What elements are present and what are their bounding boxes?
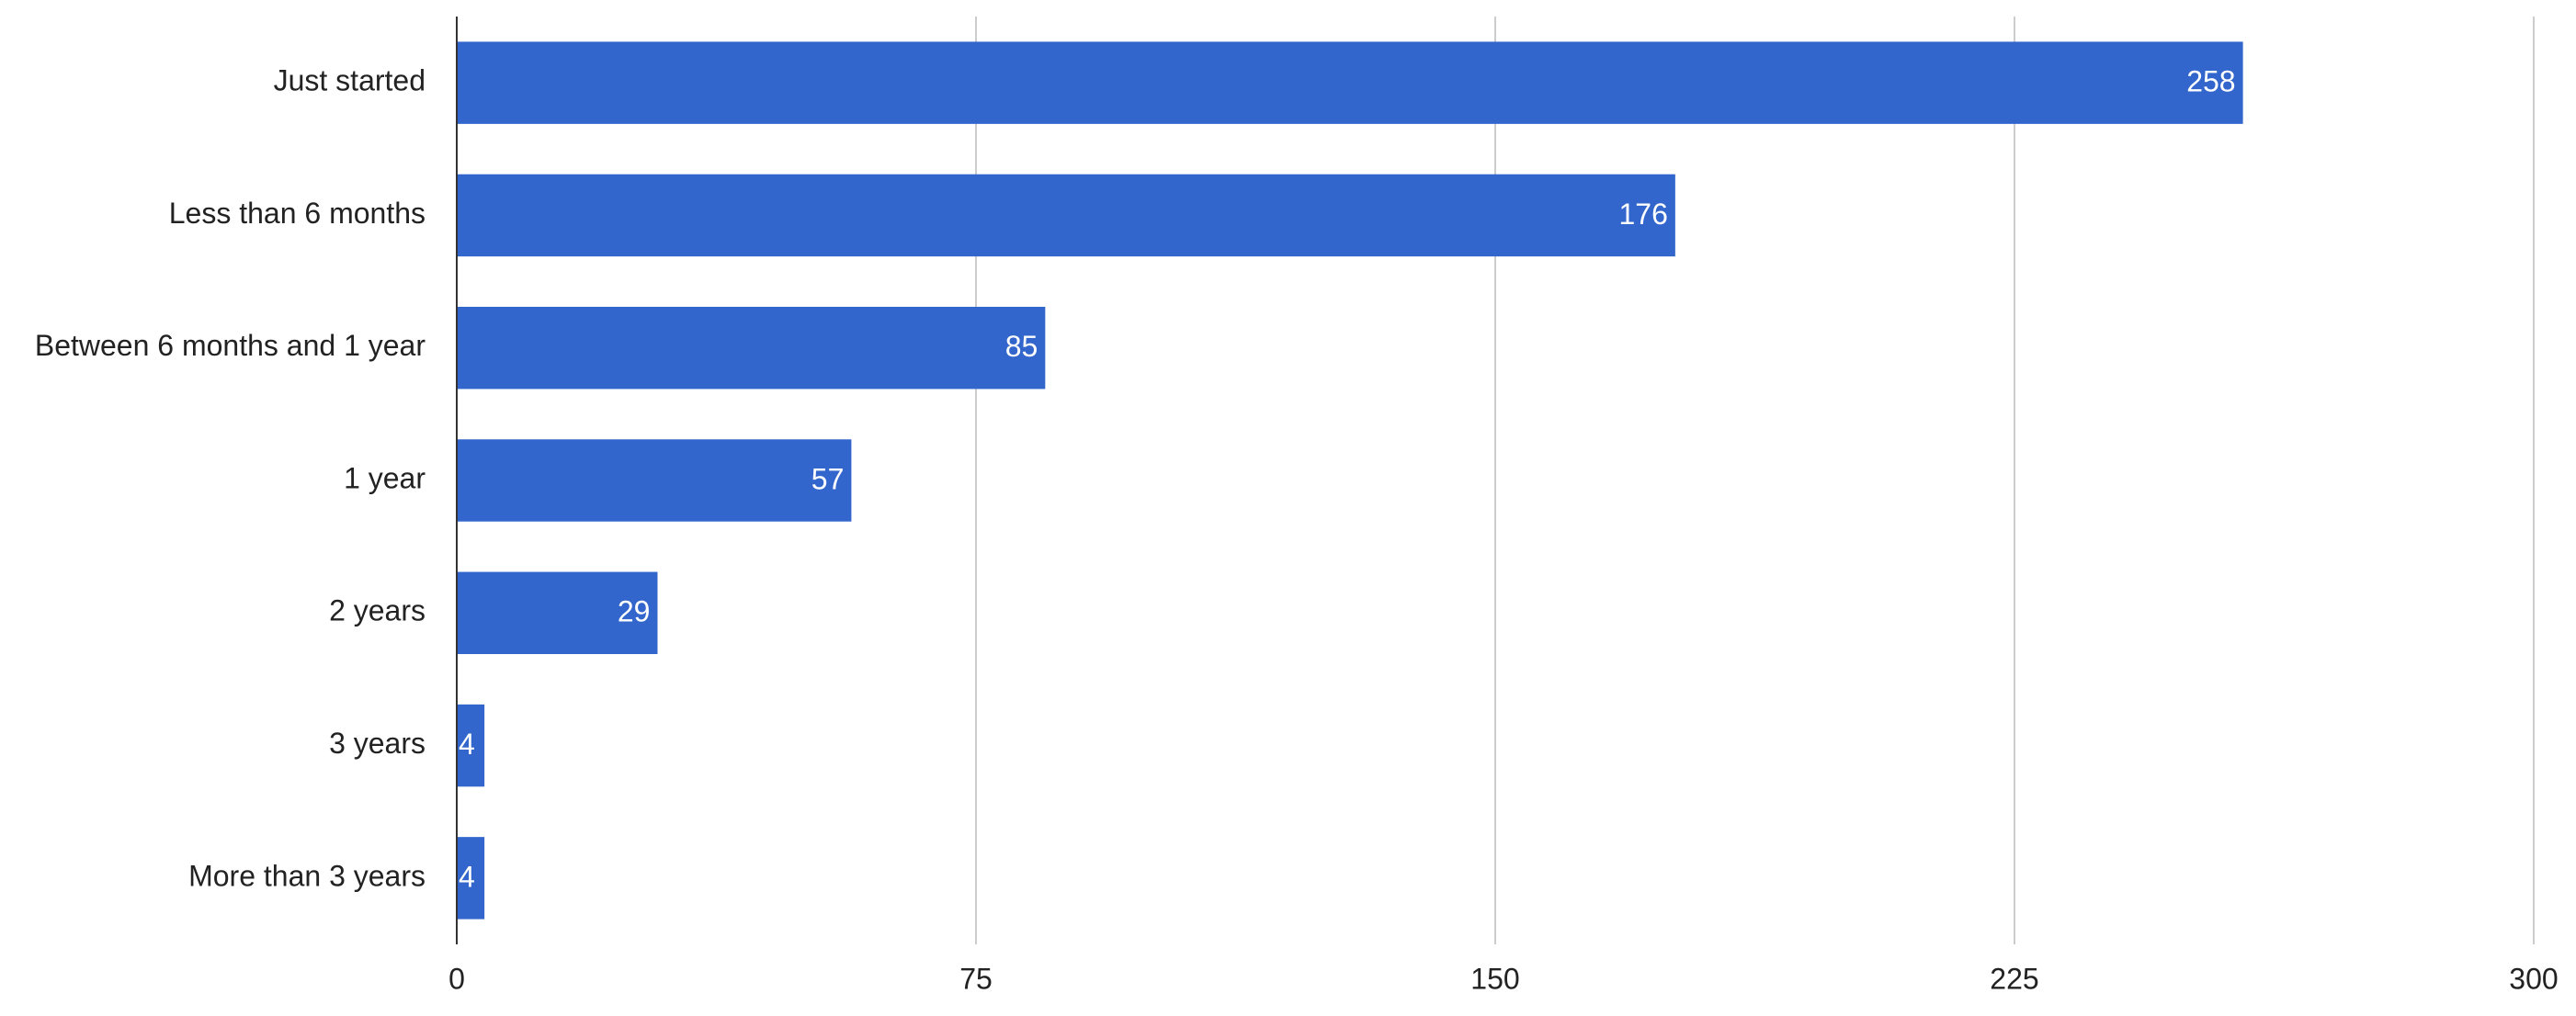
- y-tick-label: Just started: [274, 64, 426, 97]
- bar: [457, 41, 2243, 124]
- data-label: 258: [2186, 65, 2235, 98]
- bar: [457, 704, 485, 787]
- data-label: 29: [618, 595, 651, 628]
- data-label: 4: [459, 860, 475, 893]
- x-tick-label: 75: [959, 962, 993, 995]
- y-tick-label: 1 year: [344, 461, 426, 494]
- bar: [457, 174, 1675, 257]
- y-tick-label: More than 3 years: [188, 859, 426, 892]
- x-tick-label: 225: [1990, 962, 2038, 995]
- bar: [457, 306, 1046, 389]
- bar: [457, 439, 852, 522]
- y-tick-label: 3 years: [329, 727, 426, 760]
- bar: [457, 571, 658, 655]
- bar: [457, 837, 485, 920]
- x-tick-label: 300: [2509, 962, 2558, 995]
- y-tick-label: Less than 6 months: [169, 197, 426, 230]
- y-tick-label: Between 6 months and 1 year: [35, 329, 426, 362]
- y-tick-label: 2 years: [329, 594, 426, 627]
- x-tick-label: 150: [1470, 962, 1519, 995]
- data-label: 176: [1618, 198, 1667, 231]
- data-label: 57: [811, 462, 845, 495]
- data-label: 4: [459, 728, 475, 761]
- x-tick-label: 0: [448, 962, 465, 995]
- data-label: 85: [1005, 330, 1038, 363]
